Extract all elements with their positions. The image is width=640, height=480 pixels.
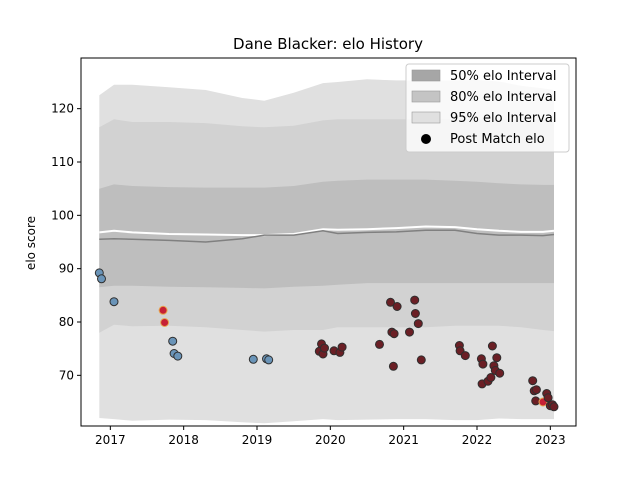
post-match-point	[158, 305, 168, 315]
post-match-point	[392, 302, 402, 311]
x-tick-label: 2023	[535, 433, 566, 447]
median-elo-line	[99, 229, 555, 243]
post-match-point	[337, 342, 347, 352]
legend-marker	[421, 134, 431, 144]
y-tick-label: 100	[51, 208, 74, 222]
post-match-point	[168, 336, 178, 346]
post-match-point	[413, 319, 423, 329]
post-match-point	[487, 341, 497, 351]
x-tick-label: 2019	[242, 433, 273, 447]
post-match-point	[405, 327, 414, 337]
post-match-point	[549, 402, 559, 412]
post-match-point	[486, 373, 496, 382]
x-tick-label: 2021	[388, 433, 419, 447]
band-50-interval	[99, 179, 555, 289]
y-tick-label: 120	[51, 102, 74, 116]
post-match-point	[478, 359, 488, 369]
y-tick-label: 80	[59, 315, 74, 329]
x-tick-label: 2022	[462, 433, 493, 447]
post-match-point	[173, 351, 183, 361]
legend-label: 80% elo Interval	[450, 90, 557, 105]
y-tick-label: 110	[51, 155, 74, 169]
axes-frame	[80, 57, 577, 427]
legend-label: 50% elo Interval	[450, 69, 557, 84]
post-match-point	[389, 329, 399, 339]
legend-swatch	[411, 69, 441, 82]
x-tick-label: 2020	[315, 433, 346, 447]
post-match-point	[97, 274, 106, 284]
y-axis-label: elo score	[24, 216, 38, 270]
post-match-point	[543, 393, 553, 403]
post-match-point	[375, 339, 384, 349]
upper-elo-line	[99, 225, 555, 237]
y-tick-label: 70	[59, 368, 74, 382]
y-tick-label: 90	[59, 262, 74, 276]
post-match-point	[248, 354, 258, 364]
legend-box	[405, 63, 570, 153]
axes: 2017 2018 2019 2020 2021 2022 2023 70 80 90 100 110…	[51, 57, 577, 447]
chart-title: Dane Blacker: elo History	[233, 35, 423, 53]
post-match-point	[495, 368, 505, 378]
post-match-point	[160, 318, 170, 327]
post-match-point	[416, 355, 426, 365]
x-tick-label: 2017	[95, 433, 126, 447]
post-match-point	[109, 297, 119, 307]
legend-swatch	[411, 90, 441, 103]
plot-area	[94, 79, 559, 424]
post-match-point	[410, 309, 420, 318]
post-match-point	[460, 351, 470, 361]
legend: 50% elo Interval 80% elo Interval 95% elo …	[405, 63, 570, 153]
post-match-point	[410, 295, 420, 305]
post-match-point	[531, 385, 541, 395]
x-tick-label: 2018	[168, 433, 199, 447]
post-match-point	[388, 361, 398, 371]
post-match-point	[320, 343, 329, 353]
post-match-point	[528, 376, 538, 386]
post-match-point	[492, 353, 502, 363]
post-match-point	[264, 355, 274, 365]
legend-label: Post Match elo	[450, 132, 545, 147]
legend-swatch	[411, 111, 441, 124]
post-match-point	[531, 396, 541, 406]
legend-label: 95% elo Interval	[450, 111, 557, 126]
post-match-point	[386, 297, 395, 307]
